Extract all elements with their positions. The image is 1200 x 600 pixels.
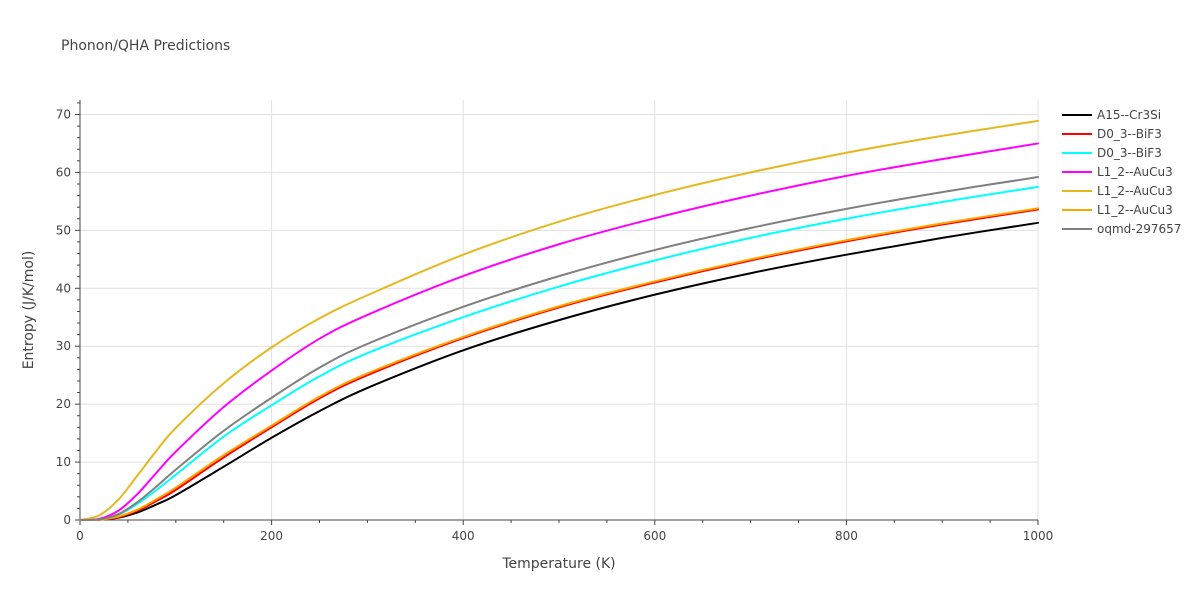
series-line-1: [79, 221, 1039, 521]
y-tick-label: 70: [56, 107, 71, 121]
legend-label: L1_2--AuCu3: [1097, 165, 1173, 179]
series-line-7: [79, 176, 1039, 522]
y-tick-label: 60: [56, 165, 71, 179]
y-tick-label: 50: [56, 223, 71, 237]
series-line-4: [79, 142, 1039, 521]
legend-label: D0_3--BiF3: [1097, 127, 1162, 141]
x-axis-title: Temperature (K): [501, 556, 615, 572]
legend-item[interactable]: D0_3--BiF3: [1062, 127, 1162, 141]
legend-label: oqmd-297657: [1097, 222, 1181, 236]
y-tick-label: 20: [56, 397, 71, 411]
y-axis-title: Entropy (J/K/mol): [21, 251, 37, 370]
y-tick-label: 0: [63, 513, 71, 527]
legend-item[interactable]: L1_2--AuCu3: [1062, 184, 1173, 198]
legend-item[interactable]: oqmd-297657: [1062, 222, 1181, 236]
legend-label: A15--Cr3Si: [1097, 108, 1161, 122]
series-line-6: [79, 207, 1039, 522]
y-tick-label: 40: [56, 281, 71, 295]
legend-item[interactable]: L1_2--AuCu3: [1062, 165, 1173, 179]
series-lines: [79, 119, 1039, 522]
legend: A15--Cr3Si D0_3--BiF3 D0_3--BiF3 L1_2--AuCu…: [1062, 108, 1181, 236]
legend-item[interactable]: L1_2--AuCu3: [1062, 203, 1173, 217]
x-tick-label: 600: [643, 529, 666, 543]
chart-title: Phonon/QHA Predictions: [61, 38, 230, 54]
legend-label: L1_2--AuCu3: [1097, 203, 1173, 217]
legend-item[interactable]: D0_3--BiF3: [1062, 146, 1162, 160]
x-tick-label: 400: [452, 529, 475, 543]
x-tick-label: 800: [835, 529, 858, 543]
series-line-5: [79, 119, 1039, 521]
x-tick-label: 1000: [1023, 529, 1054, 543]
series-line-2: [79, 208, 1039, 522]
grid-lines: [80, 100, 1039, 520]
legend-label: D0_3--BiF3: [1097, 146, 1162, 160]
legend-item[interactable]: A15--Cr3Si: [1062, 108, 1161, 122]
series-line-3: [79, 185, 1039, 522]
y-tick-label: 30: [56, 339, 71, 353]
axes: 0 200 400 600 800 1000 0 10 20 30 40 50 60 70: [56, 100, 1054, 543]
x-tick-label: 0: [76, 529, 84, 543]
x-tick-label: 200: [260, 529, 283, 543]
y-tick-label: 10: [56, 455, 71, 469]
legend-label: L1_2--AuCu3: [1097, 184, 1173, 198]
